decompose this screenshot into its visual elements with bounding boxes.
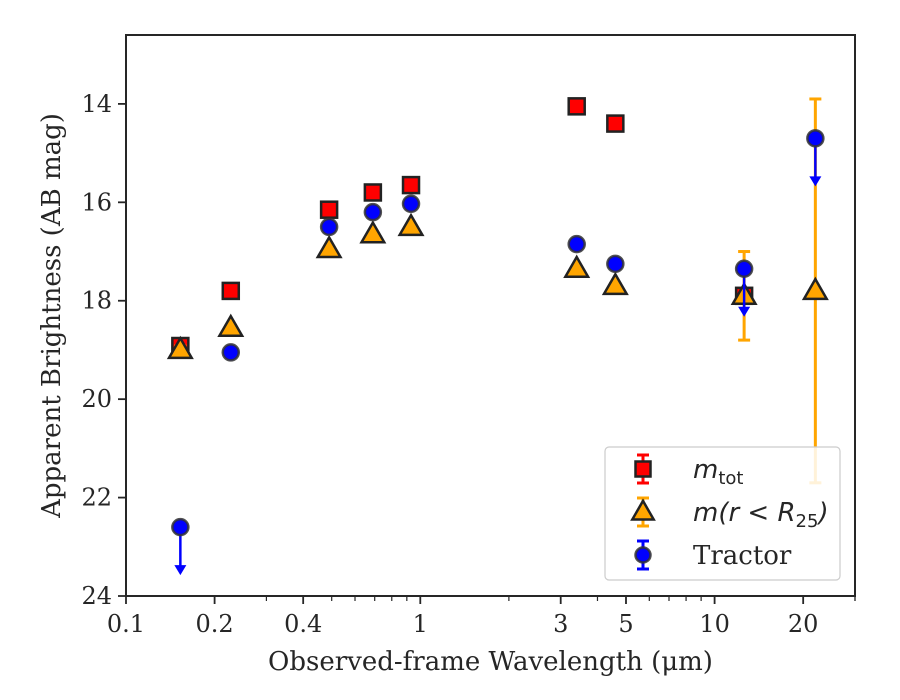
data-point <box>397 212 425 237</box>
marker-triangle <box>563 254 591 278</box>
arrow-head <box>738 306 751 317</box>
series-square <box>171 97 754 356</box>
plot-layer <box>166 97 829 576</box>
legend-entry: Tractor <box>634 539 792 571</box>
marker-circle <box>319 217 339 237</box>
data-point <box>606 114 625 133</box>
y-tick-label: 24 <box>81 582 112 610</box>
marker-circle <box>606 254 625 274</box>
marker-square <box>319 200 339 219</box>
marker-triangle <box>397 212 425 237</box>
data-point <box>217 313 245 337</box>
marker-triangle <box>315 234 343 259</box>
data-point <box>567 234 586 254</box>
y-tick-label: 14 <box>81 90 112 118</box>
marker-triangle <box>166 335 194 360</box>
data-point <box>363 202 383 222</box>
marker-square <box>606 114 625 133</box>
data-point <box>601 271 629 296</box>
marker-square <box>363 183 383 202</box>
data-point <box>401 175 421 195</box>
marker-square <box>634 460 652 478</box>
data-point <box>319 200 339 219</box>
legend-label: m(r < R25) <box>693 498 829 532</box>
tick-layer: 0.1 0.2 0.4 1 3 5 10 20 14 16 18 20 22 24 <box>81 90 856 638</box>
data-point <box>171 517 190 576</box>
marker-triangle <box>359 220 387 244</box>
data-point <box>401 194 421 214</box>
marker-circle <box>734 259 754 278</box>
data-point <box>606 254 625 274</box>
plot-frame <box>125 34 856 597</box>
data-point <box>806 129 825 187</box>
marker-circle <box>171 517 190 537</box>
marker-triangle <box>217 313 245 337</box>
x-tick-label: 5 <box>618 610 633 638</box>
data-point <box>363 183 383 202</box>
data-point <box>315 234 343 259</box>
legend: mtot m(r < R25) Tractor <box>604 446 841 581</box>
x-tick-label: 1 <box>413 610 428 638</box>
legend-entry: m(r < R25) <box>630 496 829 532</box>
marker-circle <box>634 546 652 564</box>
data-point <box>359 220 387 244</box>
y-tick-label: 18 <box>81 287 112 315</box>
y-axis-label: Apparent Brightness (AB mag) <box>37 113 67 519</box>
data-point <box>166 335 194 360</box>
arrow-head <box>174 565 187 576</box>
x-tick-label: 0.2 <box>196 610 234 638</box>
x-tick-label: 3 <box>553 610 568 638</box>
marker-circle <box>221 343 241 362</box>
marker-triangle <box>601 271 629 296</box>
marker-circle <box>567 234 586 254</box>
marker-square <box>221 281 241 301</box>
marker-triangle <box>630 498 656 521</box>
marker-square <box>567 97 586 116</box>
series-circle <box>171 129 825 576</box>
y-tick-label: 20 <box>81 385 112 413</box>
legend-box <box>604 446 841 581</box>
data-point <box>319 217 339 237</box>
x-axis-label: Observed-frame Wavelength (μm) <box>268 647 713 677</box>
marker-triangle <box>801 276 829 301</box>
data-point <box>221 343 241 362</box>
arrow-head <box>809 176 822 187</box>
y-tick-label: 16 <box>81 188 112 216</box>
data-point <box>567 97 586 116</box>
series-triangle <box>166 97 829 485</box>
y-tick-label: 22 <box>81 484 112 512</box>
marker-circle <box>401 194 421 214</box>
x-tick-label: 0.1 <box>107 610 145 638</box>
data-point <box>221 281 241 301</box>
x-tick-label: 20 <box>788 610 819 638</box>
data-point <box>563 254 591 278</box>
marker-circle <box>363 202 383 222</box>
x-tick-label: 0.4 <box>284 610 322 638</box>
marker-square <box>401 175 421 195</box>
data-point <box>734 259 754 317</box>
legend-label: Tractor <box>693 541 792 571</box>
x-tick-label: 10 <box>699 610 730 638</box>
legend-label: mtot <box>693 455 743 489</box>
legend-entry: mtot <box>634 453 743 489</box>
marker-circle <box>806 129 825 148</box>
